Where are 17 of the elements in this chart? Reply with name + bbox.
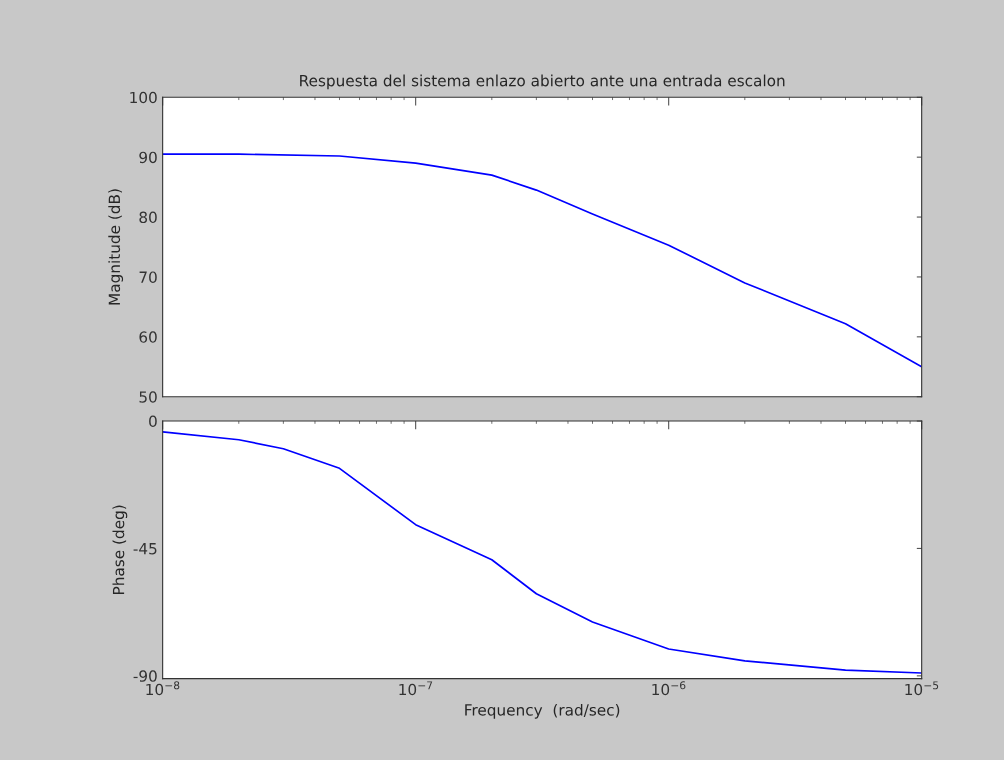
y-tick-label: 80 (139, 211, 157, 224)
x-tick-label: 10$^{−5}$ (905, 681, 939, 696)
y-tick-label: 70 (139, 271, 157, 283)
y-axis-title: Magnitude (dB) (108, 189, 124, 305)
y-axis-title: Phase (deg) (112, 505, 128, 594)
y-tick-label: 90 (139, 151, 157, 164)
chart-title: Respuesta del sistema enlazo abierto ante una entrada escalon (300, 74, 785, 90)
y-tick-label: 100 (130, 91, 157, 104)
y-tick-label: 50 (139, 391, 157, 403)
x-tick-label: 10$^{−7}$ (399, 681, 433, 696)
x-axis-title: Frequency (rad/sec) (465, 703, 620, 719)
x-tick-label: 10$^{−6}$ (652, 681, 686, 696)
x-tick-label: 10$^{−8}$ (146, 681, 180, 696)
y-tick-label: 0 (149, 415, 157, 428)
y-tick-label: 60 (139, 331, 157, 343)
y-tick-label: -45 (133, 543, 157, 555)
y-tick-label: -90 (133, 670, 157, 682)
